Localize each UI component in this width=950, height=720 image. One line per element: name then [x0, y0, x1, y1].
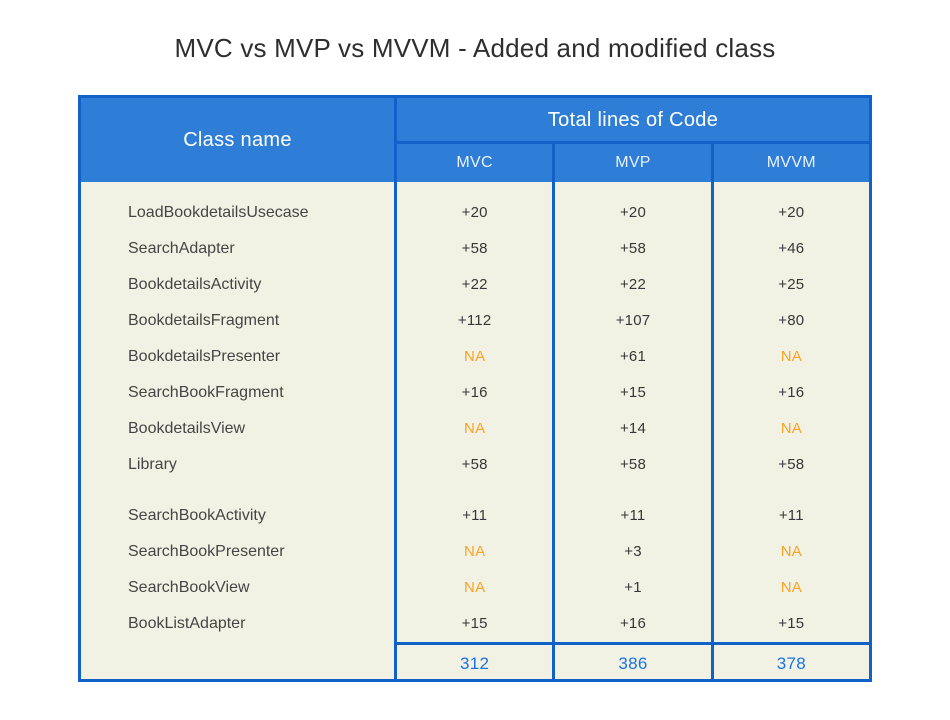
mvc-value-cell: +15: [394, 606, 552, 642]
total-mvc: 312: [394, 642, 553, 679]
mvp-value-cell: +16: [552, 606, 710, 642]
mvvm-value-cell: NA: [710, 411, 869, 447]
mvp-value-cell: +15: [552, 375, 710, 411]
mvp-value-cell: +14: [552, 411, 710, 447]
class-name-cell: BookListAdapter: [128, 615, 246, 632]
table-row: BookdetailsView NA +14 NA: [81, 411, 869, 447]
header-class-name: Class name: [183, 128, 292, 151]
mvc-value-cell: +58: [394, 231, 552, 267]
mvc-value-cell: NA: [394, 339, 552, 375]
mvc-value-cell: +11: [394, 498, 552, 534]
mvvm-value-cell: NA: [710, 570, 869, 606]
header-total-lines-group: Total lines of Code MVC MVP MVVM: [394, 98, 869, 182]
row-spacer: [81, 182, 869, 195]
table-row: SearchBookActivity +11 +11 +11: [81, 498, 869, 534]
class-name-cell: SearchBookPresenter: [128, 543, 285, 560]
mvp-value-cell: +1: [552, 570, 710, 606]
table-row: BookdetailsFragment +112 +107 +80: [81, 303, 869, 339]
mvp-value-cell: +22: [552, 267, 710, 303]
mvp-value-cell: +11: [552, 498, 710, 534]
total-mvvm: 378: [710, 642, 869, 679]
table-row: Library +58 +58 +58: [81, 447, 869, 483]
class-name-cell: LoadBookdetailsUsecase: [128, 204, 309, 221]
mvc-value-cell: +112: [394, 303, 552, 339]
mvc-value-cell: +20: [394, 195, 552, 231]
table-row: BookdetailsActivity +22 +22 +25: [81, 267, 869, 303]
mvvm-value-cell: +80: [710, 303, 869, 339]
table-row: SearchAdapter +58 +58 +46: [81, 231, 869, 267]
mvvm-value-cell: +11: [710, 498, 869, 534]
totals-empty-cell: [81, 642, 394, 679]
mvc-value-cell: NA: [394, 411, 552, 447]
mvvm-value-cell: +20: [710, 195, 869, 231]
header-col-mvc: MVC: [456, 154, 493, 171]
comparison-table: Class name Total lines of Code MVC MVP M…: [78, 95, 872, 682]
mvvm-value-cell: +16: [710, 375, 869, 411]
mvp-value-cell: +107: [552, 303, 710, 339]
mvc-value-cell: +16: [394, 375, 552, 411]
header-columns: MVC MVP MVVM: [397, 144, 869, 182]
mvvm-value-cell: +25: [710, 267, 869, 303]
class-name-cell: BookdetailsView: [128, 420, 246, 437]
mvp-value-cell: +58: [552, 231, 710, 267]
mvc-value-cell: NA: [394, 534, 552, 570]
mvp-value-cell: +58: [552, 447, 710, 483]
table-header: Class name Total lines of Code MVC MVP M…: [81, 98, 869, 182]
mvc-value-cell: +58: [394, 447, 552, 483]
class-name-cell: SearchBookFragment: [128, 384, 284, 401]
mvc-value-cell: +22: [394, 267, 552, 303]
mvvm-value-cell: +15: [710, 606, 869, 642]
total-mvp: 386: [552, 642, 711, 679]
class-name-cell: SearchAdapter: [128, 240, 235, 257]
class-name-cell: BookdetailsFragment: [128, 312, 280, 329]
table-row: LoadBookdetailsUsecase +20 +20 +20: [81, 195, 869, 231]
mvp-value-cell: +3: [552, 534, 710, 570]
class-name-cell: Library: [128, 456, 177, 473]
page-title: MVC vs MVP vs MVVM - Added and modified …: [174, 33, 776, 63]
totals-row: 312 386 378: [81, 642, 869, 679]
mvp-value-cell: +20: [552, 195, 710, 231]
class-name-cell: BookdetailsActivity: [128, 276, 262, 293]
table-body: LoadBookdetailsUsecase +20 +20 +20 Searc…: [81, 182, 869, 642]
mvc-value-cell: NA: [394, 570, 552, 606]
class-name-cell: BookdetailsPresenter: [128, 348, 281, 365]
mvvm-value-cell: NA: [710, 534, 869, 570]
mvp-value-cell: +61: [552, 339, 710, 375]
header-col-mvvm: MVVM: [710, 144, 869, 182]
table-row: SearchBookView NA +1 NA: [81, 570, 869, 606]
table-row: SearchBookPresenter NA +3 NA: [81, 534, 869, 570]
table-row: SearchBookFragment +16 +15 +16: [81, 375, 869, 411]
header-total-lines-label: Total lines of Code: [397, 98, 869, 144]
mvvm-value-cell: +58: [710, 447, 869, 483]
table-row: BookListAdapter +15 +16 +15: [81, 606, 869, 642]
class-name-cell: SearchBookView: [128, 579, 250, 596]
header-col-mvp: MVP: [552, 144, 710, 182]
row-group-spacer: [81, 483, 869, 498]
table-row: BookdetailsPresenter NA +61 NA: [81, 339, 869, 375]
class-name-cell: SearchBookActivity: [128, 507, 266, 524]
mvvm-value-cell: +46: [710, 231, 869, 267]
mvvm-value-cell: NA: [710, 339, 869, 375]
